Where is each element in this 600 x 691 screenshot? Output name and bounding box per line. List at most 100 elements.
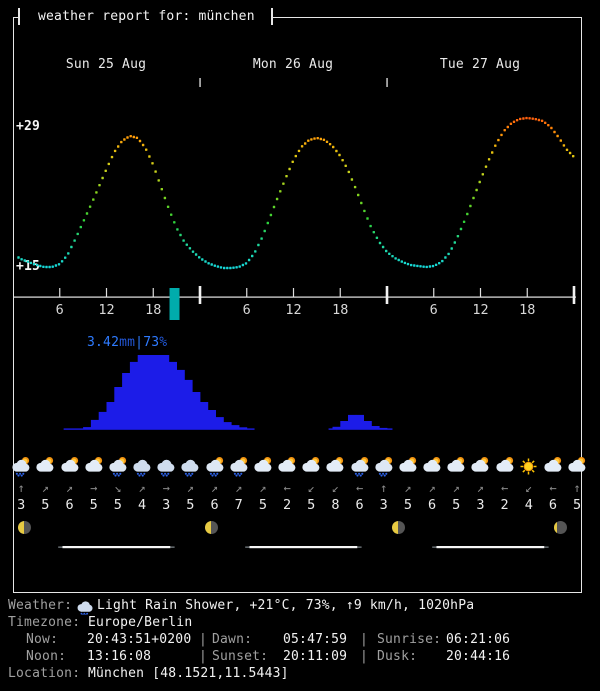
precipitation-bars	[63, 355, 393, 430]
timezone-value: Europe/Berlin	[88, 615, 193, 630]
moon-phase-icon	[553, 521, 567, 534]
weather-label: Weather:	[8, 598, 73, 613]
wind-speed-value: 5	[113, 497, 122, 513]
wind-direction-arrow: ↑	[380, 481, 388, 495]
wind-speed-value: 5	[403, 497, 412, 513]
status-line-location: Location: München [48.1521,11.5443]	[0, 666, 600, 683]
svg-text:18: 18	[145, 302, 161, 318]
weather-icon-rain-sun	[372, 456, 396, 477]
noon-label: Noon:	[26, 649, 67, 664]
noon-value: 13:16:08	[87, 649, 152, 664]
separator: |	[360, 632, 369, 647]
wind-speed-value: 2	[282, 497, 292, 513]
dawn-label: Dawn:	[212, 632, 253, 647]
wind-direction-arrow: ↗	[41, 481, 49, 495]
weather-icon-sun-cloud	[396, 456, 420, 477]
weather-icon-rain	[130, 456, 154, 477]
weather-icon-sun-cloud	[251, 456, 275, 477]
wind-direction-arrow: ↑	[17, 481, 25, 495]
weather-icon-sun-cloud	[33, 456, 57, 477]
status-line-timezone: Timezone: Europe/Berlin	[0, 615, 600, 632]
wind-speed-value: 8	[331, 497, 340, 513]
weather-icon-sun-cloud	[82, 456, 106, 477]
wind-speed-value: 5	[573, 497, 582, 513]
wind-direction-arrow: →	[90, 481, 98, 495]
wind-direction-arrow: ↗	[210, 481, 219, 495]
wind-speed-value: 5	[186, 497, 195, 513]
now-marker	[169, 288, 180, 320]
separator: |	[199, 649, 208, 664]
wind-speed-value: 6	[355, 497, 364, 513]
rain-shower-icon	[77, 601, 93, 615]
weather-icon-sun-cloud	[299, 456, 323, 477]
separator: |	[199, 632, 208, 647]
weather-value: Light Rain Shower, +21°C, 73%, ↑9 km/h, …	[97, 598, 475, 613]
status-line-noon: Noon: 13:16:08 | Sunset: 20:11:09 | Dusk…	[0, 649, 600, 666]
wind-speed-value: 6	[210, 497, 219, 513]
time-axis: 6 12 18 6 12 18 6 12 18	[13, 286, 576, 320]
dawn-value: 05:47:59	[283, 632, 348, 647]
wind-speed-value: 5	[307, 497, 316, 513]
wind-direction-arrow: ↗	[65, 481, 74, 495]
wind-speed-value: 6	[548, 497, 558, 513]
weather-icon-sun-cloud	[420, 456, 444, 477]
forecast-chart: 6 12 18 6 12 18 6 12 18	[13, 78, 576, 549]
y-axis-min-label: +15	[16, 259, 41, 274]
sunrise-value: 06:21:06	[446, 632, 511, 647]
weather-icon-sun-cloud	[493, 456, 517, 477]
wind-direction-arrow: ↙	[525, 481, 533, 495]
weather-icon-sun-cloud	[58, 456, 82, 477]
precip-amount-unit: mm	[119, 335, 136, 350]
precip-amount: 3.42	[87, 335, 120, 350]
weather-icon-sun-cloud	[541, 456, 565, 477]
wind-direction-arrow: ↑	[573, 481, 581, 495]
temperature-series	[17, 116, 575, 270]
wind-direction-arrow: ←	[283, 481, 291, 495]
sunset-value: 20:11:09	[283, 649, 348, 664]
timezone-label: Timezone:	[8, 615, 81, 630]
wind-speed-value: 3	[162, 497, 171, 513]
wind-direction-arrow: ←	[355, 481, 364, 495]
wind-direction-arrow: ↗	[138, 481, 146, 495]
precip-separator: |	[135, 335, 144, 350]
wind-speed-value: 4	[524, 497, 533, 513]
svg-text:18: 18	[332, 302, 348, 318]
svg-text:12: 12	[98, 302, 114, 318]
wind-direction-arrow: ↗	[428, 481, 436, 495]
weather-icon-rain-sun	[9, 456, 33, 477]
location-label: Location:	[8, 666, 81, 681]
svg-text:12: 12	[472, 302, 488, 318]
separator: |	[360, 649, 369, 664]
svg-text:6: 6	[243, 302, 251, 318]
wind-direction-arrow: ←	[549, 481, 557, 495]
wind-speed-value: 3	[379, 497, 388, 513]
wind-direction-arrow: ↙	[331, 481, 340, 495]
location-value: München [48.1521,11.5443]	[88, 666, 289, 681]
weather-icon-rain-sun	[348, 456, 372, 477]
now-value: 20:43:51+0200	[87, 632, 192, 647]
weather-icon-rain-sun	[203, 456, 227, 477]
page-title: weather report for: münchen	[38, 9, 255, 24]
now-label: Now:	[26, 632, 59, 647]
precipitation-peak-label: 3.42mm|73%	[87, 335, 167, 350]
sunrise-label: Sunrise:	[377, 632, 442, 647]
daylight-lines	[58, 546, 549, 549]
dusk-label: Dusk:	[377, 649, 418, 664]
wind-direction-arrow: ←	[500, 481, 509, 495]
weather-icon-sun-cloud	[444, 456, 468, 477]
precip-probability-unit: %	[159, 335, 168, 350]
precip-probability: 73	[143, 335, 160, 350]
weather-icon-rain-sun	[227, 456, 251, 477]
weather-icon-rain	[154, 456, 178, 477]
wind-speed-value: 3	[476, 497, 485, 513]
moon-phase-icon	[391, 521, 405, 534]
wind-direction-arrow: ↙	[307, 481, 315, 495]
wind-speed-value: 5	[89, 497, 98, 513]
day-label-sun: Sun 25 Aug	[65, 57, 147, 72]
wind-speed-value: 6	[65, 497, 74, 513]
wind-direction-arrow: ↗	[235, 481, 243, 495]
weather-icon-sun-cloud	[275, 456, 299, 477]
report-frame	[13, 17, 582, 593]
wind-speed-value: 5	[41, 497, 50, 513]
